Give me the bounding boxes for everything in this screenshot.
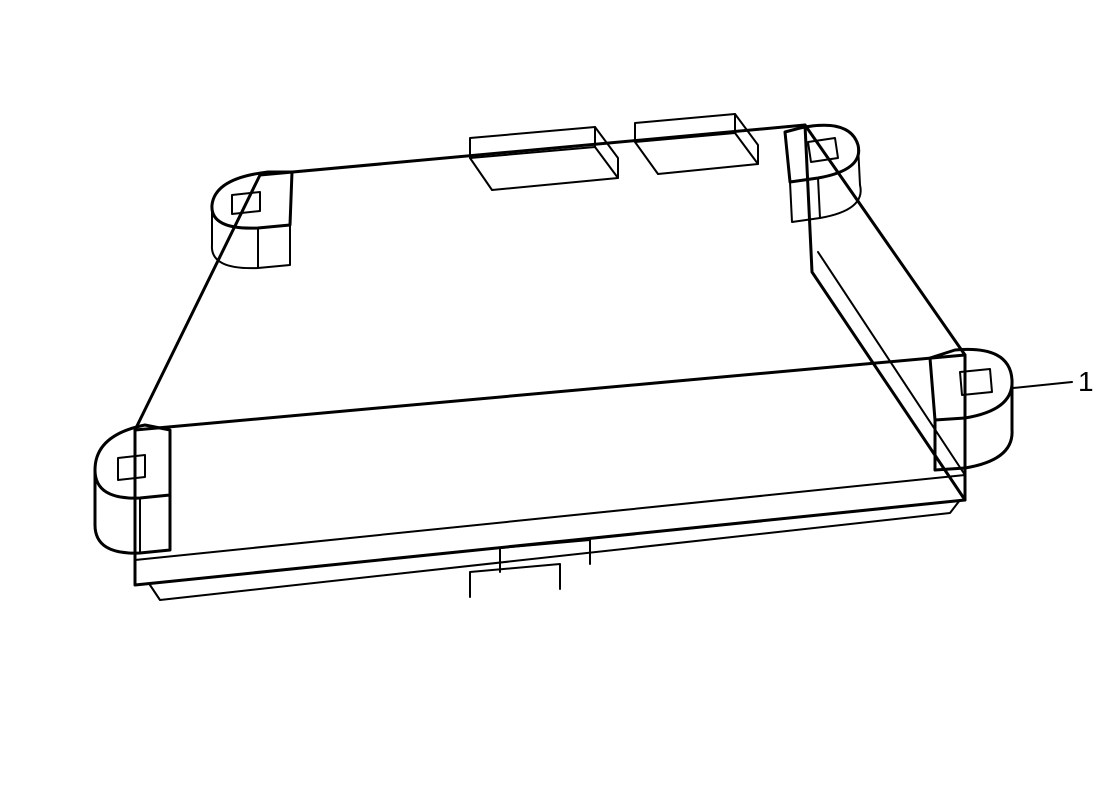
callout-1-label: 1 — [1078, 366, 1094, 398]
diagram-canvas: eurospares a passion for parts since 198… — [0, 0, 1100, 800]
part-drawing — [0, 0, 1100, 800]
